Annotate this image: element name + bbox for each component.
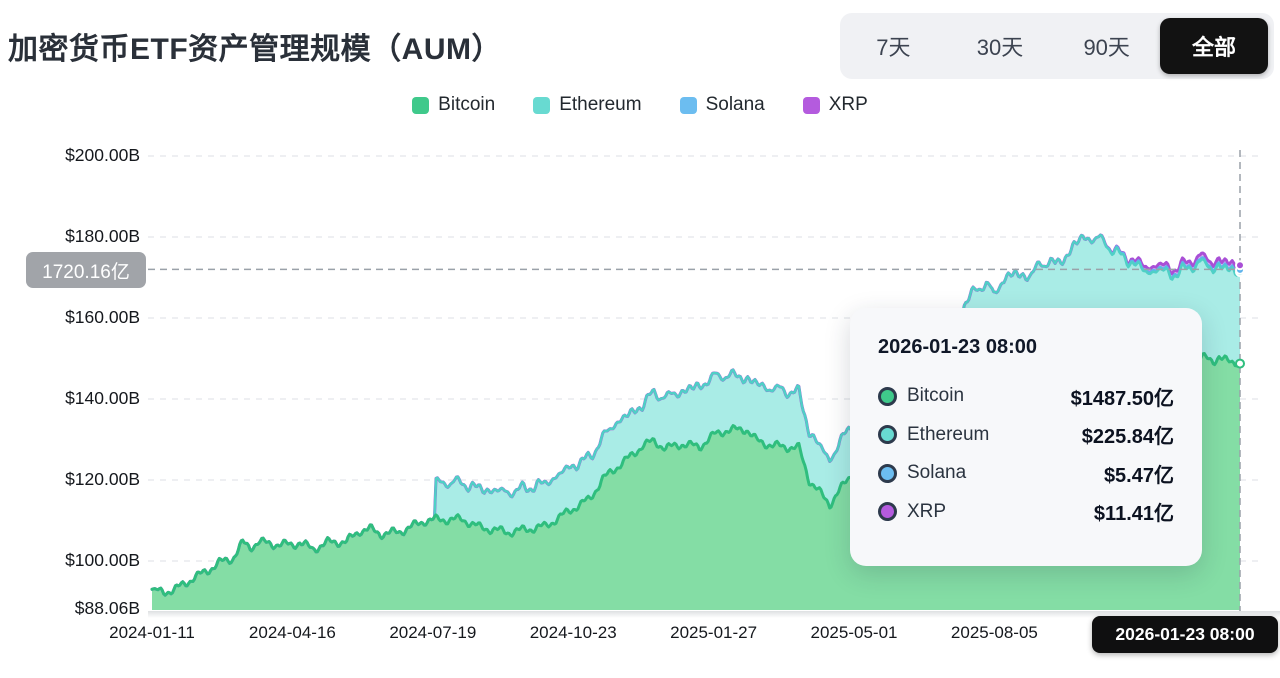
legend-swatch-icon [802, 96, 820, 114]
chart-tooltip: 2026-01-23 08:00 Bitcoin $1487.50亿 Ethereu… [850, 308, 1202, 566]
tooltip-row-bitcoin: Bitcoin $1487.50亿 [878, 377, 1174, 416]
legend-label: Solana [705, 94, 765, 115]
range-button-30d[interactable]: 30天 [947, 13, 1054, 79]
legend-swatch-icon [679, 96, 697, 114]
y-axis-tick-label: $160.00B [65, 307, 140, 327]
y-axis-pointer-badge: 1720.16亿 [26, 252, 146, 288]
legend-label: Bitcoin [438, 94, 496, 115]
x-axis-tick-label: 2024-04-16 [248, 623, 336, 642]
tooltip-series-value: $5.47亿 [1103, 464, 1174, 487]
x-axis-tick-label: 2024-01-11 [109, 623, 195, 642]
legend-item-bitcoin[interactable]: Bitcoin [412, 94, 495, 116]
tooltip-series-name: Bitcoin [907, 385, 965, 407]
legend-swatch-icon [412, 96, 430, 114]
range-button-all[interactable]: 全部 [1160, 18, 1269, 74]
x-axis-tick-label: 2025-08-05 [950, 623, 1038, 642]
x-axis-tick-label: 2024-10-23 [529, 623, 617, 642]
chart-legend: Bitcoin Ethereum Solana XRP [0, 94, 1280, 116]
legend-item-solana[interactable]: Solana [679, 94, 765, 116]
range-button-7d[interactable]: 7天 [840, 13, 947, 79]
y-axis-tick-label: $88.06B [74, 598, 140, 619]
page-title: 加密货币ETF资产管理规模（AUM） [8, 33, 502, 66]
tooltip-title: 2026-01-23 08:00 [878, 336, 1038, 358]
series-marker-icon [878, 502, 897, 522]
tooltip-series-name: Solana [907, 462, 967, 484]
y-axis-tick-label: $100.00B [65, 550, 140, 570]
tooltip-series-name: XRP [907, 500, 947, 522]
range-button-90d[interactable]: 90天 [1053, 13, 1160, 79]
time-range-button-group: 7天 30天 90天 全部 [840, 13, 1274, 79]
axis-baseline-shade [148, 611, 1280, 618]
tooltip-series-name: Ethereum [907, 423, 990, 445]
tooltip-series-value: $11.41亿 [1093, 503, 1174, 526]
y-axis-tick-label: $180.00B [65, 226, 140, 246]
y-axis-tick-label: $200.00B [65, 145, 140, 165]
tooltip-series-value: $1487.50亿 [1070, 387, 1174, 410]
legend-label: Ethereum [559, 94, 642, 115]
legend-label: XRP [828, 94, 868, 115]
series-marker-icon [878, 386, 897, 406]
legend-item-xrp[interactable]: XRP [802, 94, 868, 116]
tooltip-row-xrp: XRP $11.41亿 [878, 493, 1174, 532]
hover-dot-xrp [1235, 260, 1245, 271]
hover-dot-bitcoin [1235, 358, 1245, 369]
series-marker-icon [878, 463, 897, 483]
tooltip-row-ethereum: Ethereum $225.84亿 [878, 416, 1174, 455]
x-axis-pointer-badge: 2026-01-23 08:00 [1092, 616, 1278, 653]
x-axis-tick-label: 2025-01-27 [670, 623, 758, 642]
tooltip-series-value: $225.84亿 [1081, 426, 1174, 449]
legend-item-ethereum[interactable]: Ethereum [533, 94, 642, 116]
series-marker-icon [878, 425, 897, 445]
y-axis-tick-label: $120.00B [65, 469, 140, 489]
y-axis-tick-label: $140.00B [65, 388, 140, 408]
tooltip-row-solana: Solana $5.47亿 [878, 454, 1174, 493]
x-axis-tick-label: 2024-07-19 [389, 623, 477, 642]
x-axis-tick-label: 2025-05-01 [810, 623, 898, 642]
legend-swatch-icon [533, 96, 551, 114]
